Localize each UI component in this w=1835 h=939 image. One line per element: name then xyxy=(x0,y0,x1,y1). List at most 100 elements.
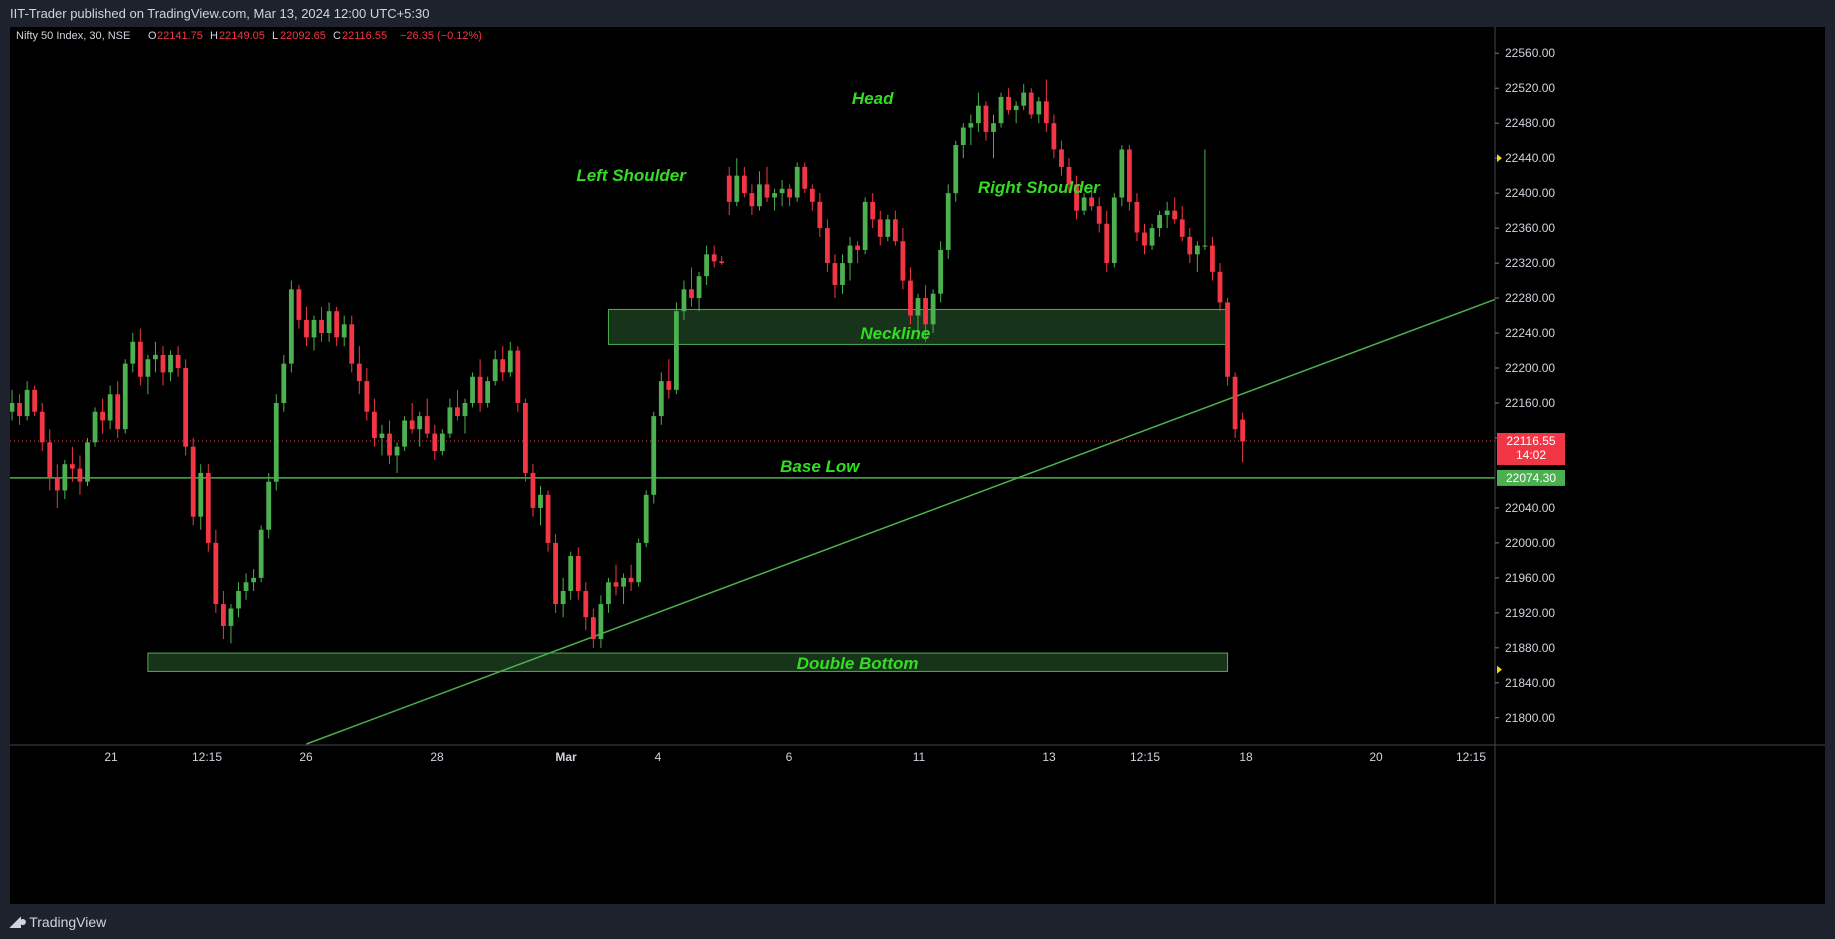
candle[interactable] xyxy=(394,442,400,473)
candle[interactable] xyxy=(507,341,513,377)
candle[interactable] xyxy=(711,245,717,268)
candle[interactable] xyxy=(998,92,1004,128)
candle[interactable] xyxy=(153,341,158,373)
candle[interactable] xyxy=(160,346,166,386)
candle[interactable] xyxy=(183,359,189,456)
candle[interactable] xyxy=(1194,241,1200,272)
candle[interactable] xyxy=(1149,223,1155,250)
candlestick-chart[interactable]: Head Left Shoulder Right Shoulder Neckline B… xyxy=(9,27,1825,904)
candle[interactable] xyxy=(1089,188,1095,211)
candle[interactable] xyxy=(953,140,959,202)
candle[interactable] xyxy=(908,267,913,325)
candle[interactable] xyxy=(757,171,762,211)
candle[interactable] xyxy=(424,398,430,438)
candle[interactable] xyxy=(145,354,151,395)
candle[interactable] xyxy=(485,376,491,408)
candle[interactable] xyxy=(817,193,823,237)
candle[interactable] xyxy=(885,214,891,242)
candle[interactable] xyxy=(862,197,868,255)
candle[interactable] xyxy=(387,420,392,465)
candle[interactable] xyxy=(689,267,694,307)
candle[interactable] xyxy=(666,359,672,399)
candle[interactable] xyxy=(515,346,521,412)
candle[interactable] xyxy=(32,385,38,417)
candle[interactable] xyxy=(1187,228,1193,264)
candle[interactable] xyxy=(621,573,626,605)
candle[interactable] xyxy=(92,407,98,447)
candle[interactable] xyxy=(319,306,324,342)
candle[interactable] xyxy=(266,472,272,539)
candle[interactable] xyxy=(945,184,951,259)
candle[interactable] xyxy=(1006,88,1011,115)
tradingview-logo[interactable]: ◢● TradingView xyxy=(10,913,106,930)
candle[interactable] xyxy=(855,241,860,264)
candle[interactable] xyxy=(77,455,83,495)
candle[interactable] xyxy=(847,236,853,281)
candle[interactable] xyxy=(107,385,113,430)
candle[interactable] xyxy=(877,210,883,246)
candle[interactable] xyxy=(1210,236,1215,281)
candle[interactable] xyxy=(1172,197,1178,224)
candle[interactable] xyxy=(1066,158,1072,194)
candle[interactable] xyxy=(590,608,596,648)
candle[interactable] xyxy=(1043,79,1049,132)
candle[interactable] xyxy=(311,315,317,351)
candle[interactable] xyxy=(900,228,906,290)
candle[interactable] xyxy=(1096,197,1102,233)
candle[interactable] xyxy=(930,289,936,334)
candle[interactable] xyxy=(24,381,30,421)
candle[interactable] xyxy=(583,582,589,631)
candle[interactable] xyxy=(1240,412,1246,463)
candle[interactable] xyxy=(643,490,649,548)
trendline[interactable] xyxy=(306,288,1523,745)
candle[interactable] xyxy=(802,162,808,194)
candle[interactable] xyxy=(741,166,747,198)
candle[interactable] xyxy=(409,402,415,434)
candle[interactable] xyxy=(477,359,483,412)
chart-area[interactable]: Head Left Shoulder Right Shoulder Neckline B… xyxy=(9,27,1825,904)
candle[interactable] xyxy=(341,315,347,347)
candle[interactable] xyxy=(976,92,981,132)
candle[interactable] xyxy=(296,284,302,329)
candle[interactable] xyxy=(9,389,15,421)
candle[interactable] xyxy=(832,254,838,299)
candle[interactable] xyxy=(1127,145,1132,211)
candle[interactable] xyxy=(825,219,830,272)
candle[interactable] xyxy=(598,595,604,648)
candle[interactable] xyxy=(1142,223,1147,255)
candle[interactable] xyxy=(960,123,966,159)
candle[interactable] xyxy=(1202,149,1208,250)
candle[interactable] xyxy=(696,271,702,312)
candle[interactable] xyxy=(1111,193,1117,268)
candle[interactable] xyxy=(1013,101,1019,124)
candle[interactable] xyxy=(1225,298,1230,386)
candle[interactable] xyxy=(575,547,581,600)
candle[interactable] xyxy=(892,210,898,246)
candle[interactable] xyxy=(175,346,181,377)
candle[interactable] xyxy=(54,464,60,508)
candle[interactable] xyxy=(1179,206,1185,242)
candle[interactable] xyxy=(236,582,241,618)
candle[interactable] xyxy=(364,368,370,421)
candle[interactable] xyxy=(530,464,536,517)
candle[interactable] xyxy=(455,389,460,421)
candle[interactable] xyxy=(349,315,355,373)
candle[interactable] xyxy=(168,350,173,382)
candle[interactable] xyxy=(1104,210,1110,272)
candle[interactable] xyxy=(500,346,506,382)
candle[interactable] xyxy=(523,398,528,482)
candle[interactable] xyxy=(983,101,989,141)
candle[interactable] xyxy=(439,429,445,456)
candle[interactable] xyxy=(417,411,423,447)
candle[interactable] xyxy=(923,284,928,342)
candle[interactable] xyxy=(122,359,128,434)
candle[interactable] xyxy=(726,166,732,215)
candle[interactable] xyxy=(560,577,566,618)
candle[interactable] xyxy=(1157,210,1162,237)
candle[interactable] xyxy=(205,464,211,552)
candle[interactable] xyxy=(1036,96,1042,124)
candle[interactable] xyxy=(779,180,785,207)
candle[interactable] xyxy=(674,302,679,395)
candle[interactable] xyxy=(402,416,407,452)
candle[interactable] xyxy=(273,394,279,491)
